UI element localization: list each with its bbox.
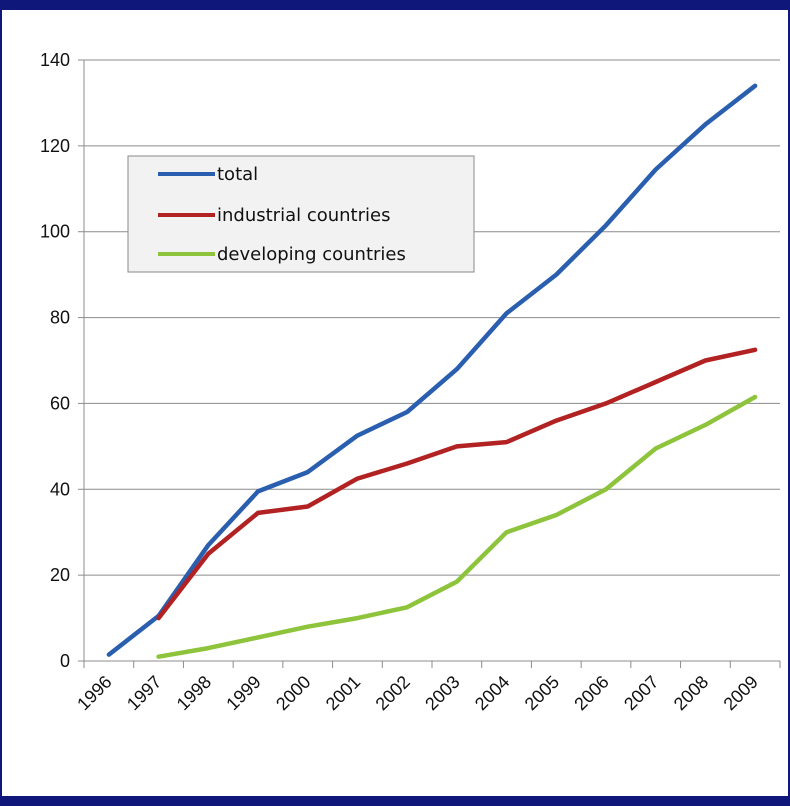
x-tick-label: 1998: [173, 672, 215, 714]
y-tick-label: 100: [40, 222, 70, 242]
legend: total industrial countries developing coun…: [127, 155, 475, 273]
legend-label: total: [217, 164, 258, 185]
y-tick-label: 0: [60, 651, 70, 671]
x-tick-label: 2009: [720, 672, 762, 714]
gridlines: [78, 59, 781, 668]
x-tick-label: 2003: [421, 672, 463, 714]
series-line: [106, 83, 758, 657]
x-tick-label: 2001: [322, 672, 364, 714]
x-tick-label: 2005: [521, 672, 563, 714]
x-axis-ticks: 1996 1997 1998 1999 2000 2001 2002 2003 2004 2005…: [73, 672, 762, 714]
x-tick-label: 2008: [670, 672, 712, 714]
x-tick-label: 1999: [222, 672, 264, 714]
y-tick-label: 20: [50, 565, 70, 585]
y-tick-label: 140: [40, 50, 70, 70]
series-lines: [106, 83, 758, 659]
x-tick-label: 2000: [272, 672, 314, 714]
y-axis-ticks: 0 20 40 60 80 100 120 140: [40, 50, 70, 671]
legend-label: developing countries: [217, 244, 406, 265]
series-line: [156, 394, 758, 659]
x-tick-label: 2004: [471, 672, 513, 714]
x-tick-label: 2002: [372, 672, 414, 714]
x-tick-label: 1997: [123, 672, 165, 714]
y-tick-label: 40: [50, 479, 70, 499]
legend-label: industrial countries: [217, 205, 390, 226]
y-tick-label: 60: [50, 393, 70, 413]
x-tick-label: 1996: [73, 672, 115, 714]
x-tick-label: 2006: [570, 672, 612, 714]
x-tick-label: 2007: [620, 672, 662, 714]
y-tick-label: 120: [40, 136, 70, 156]
y-tick-label: 80: [50, 308, 70, 328]
legend-items: total industrial countries developing coun…: [158, 164, 406, 265]
series-line: [156, 347, 758, 621]
